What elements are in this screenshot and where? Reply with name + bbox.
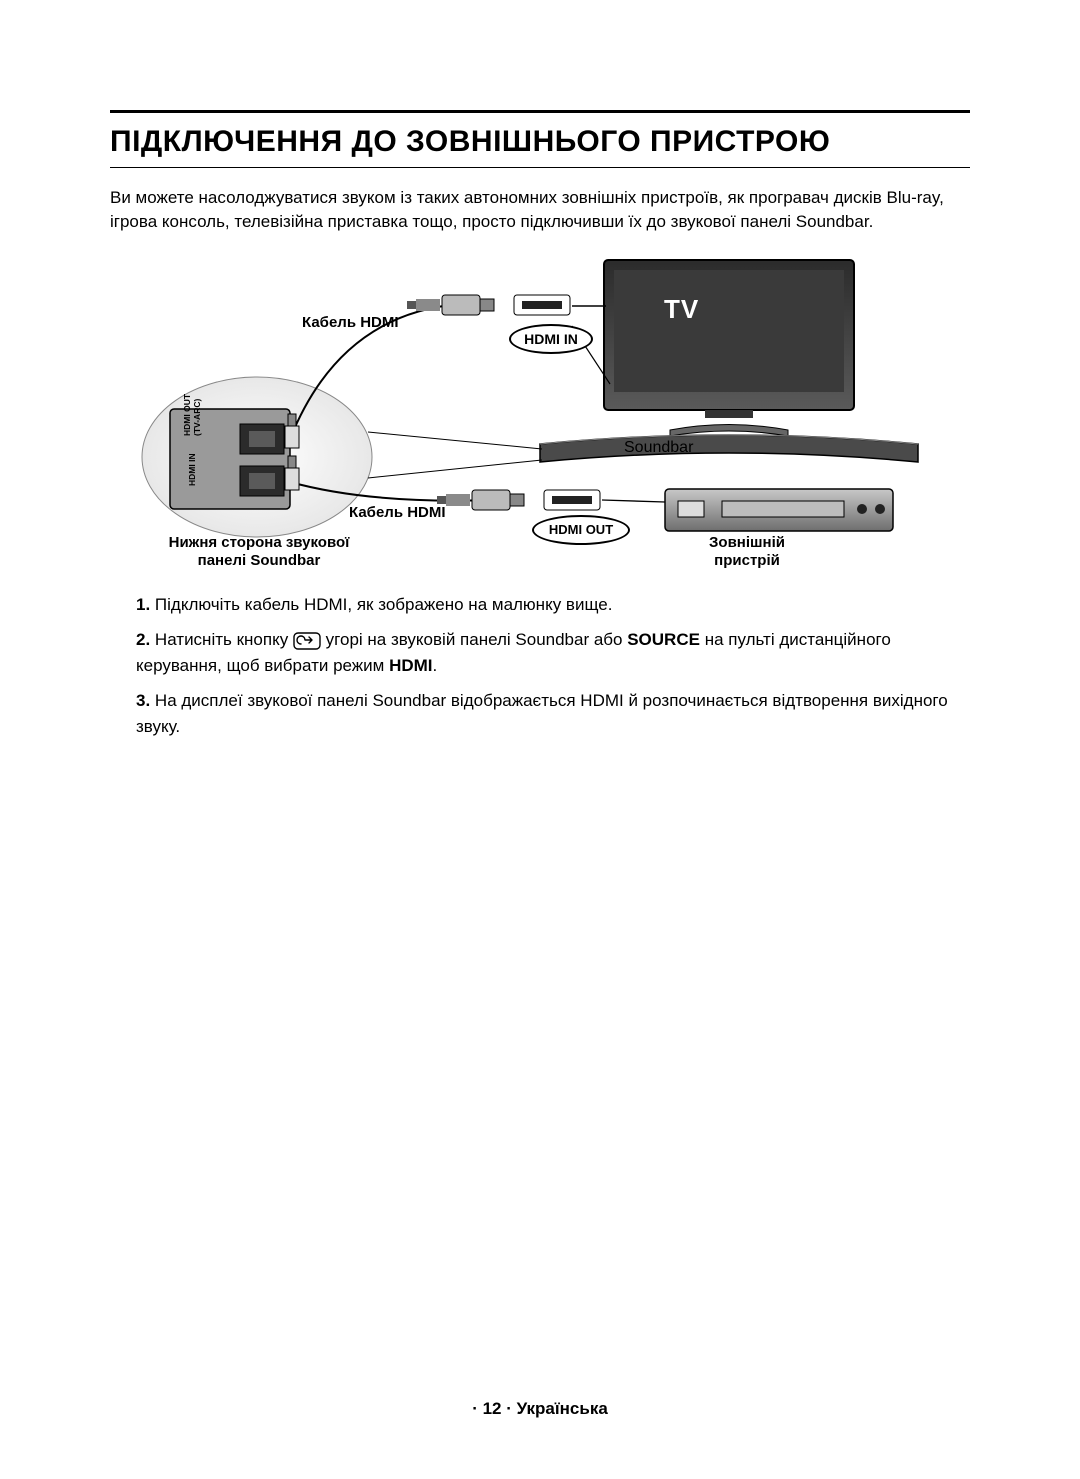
step-2-source-bold: SOURCE (627, 630, 700, 649)
intro-paragraph: Ви можете насолоджуватися звуком із таки… (110, 186, 970, 234)
label-external-device: Зовнішній пристрій (672, 534, 822, 572)
soundbar-bottom-panel: HDMI OUT (TV-ARC) HDMI IN (142, 377, 372, 537)
source-button-icon (293, 632, 321, 650)
page-footer: · 12 · Українська (0, 1399, 1080, 1419)
label-bottom-panel: Нижня сторона звукової панелі Soundbar (154, 534, 364, 572)
label-cable-hdmi-lower: Кабель HDMI (349, 504, 446, 521)
step-2-text-a: Натисніть кнопку (155, 630, 293, 649)
label-bottom-panel-line1: Нижня сторона звукової (169, 534, 350, 551)
step-1-number: 1. (136, 595, 150, 614)
label-tv: TV (664, 294, 699, 325)
title-rule (110, 167, 970, 168)
label-bottom-panel-line2: панелі Soundbar (198, 552, 321, 569)
svg-text:HDMI OUT: HDMI OUT (182, 393, 192, 436)
step-2-text-b: угорі на звуковій панелі Soundbar або (326, 630, 628, 649)
step-2: 2. Натисніть кнопку угорі на звуковій па… (136, 627, 970, 678)
page-title: ПІДКЛЮЧЕННЯ ДО ЗОВНІШНЬОГО ПРИСТРОЮ (110, 125, 970, 159)
step-2-hdmi-bold: HDMI (389, 656, 432, 675)
step-2-number: 2. (136, 630, 150, 649)
steps-list: 1. Підключіть кабель HDMI, як зображено … (110, 592, 970, 740)
top-rule (110, 110, 970, 113)
label-hdmi-out: HDMI OUT (532, 515, 630, 545)
step-1-text: Підключіть кабель HDMI, як зображено на … (155, 595, 613, 614)
label-external-device-line2: пристрій (714, 552, 780, 569)
step-3-text: На дисплеї звукової панелі Soundbar відо… (136, 691, 948, 736)
step-3: 3. На дисплеї звукової панелі Soundbar в… (136, 688, 970, 739)
step-2-text-d: . (433, 656, 438, 675)
step-1: 1. Підключіть кабель HDMI, як зображено … (136, 592, 970, 618)
external-device-icon (665, 489, 893, 531)
step-3-number: 3. (136, 691, 150, 710)
tv-icon (604, 260, 854, 436)
svg-text:(TV-ARC): (TV-ARC) (192, 398, 202, 435)
label-cable-hdmi-upper: Кабель HDMI (302, 314, 399, 331)
label-external-device-line1: Зовнішній (709, 534, 785, 551)
soundbar-icon (540, 435, 918, 462)
label-hdmi-in: HDMI IN (509, 324, 593, 354)
svg-text:HDMI IN: HDMI IN (187, 453, 197, 486)
label-soundbar: Soundbar (624, 439, 693, 457)
connection-diagram: HDMI OUT (TV-ARC) HDMI IN (110, 254, 970, 574)
